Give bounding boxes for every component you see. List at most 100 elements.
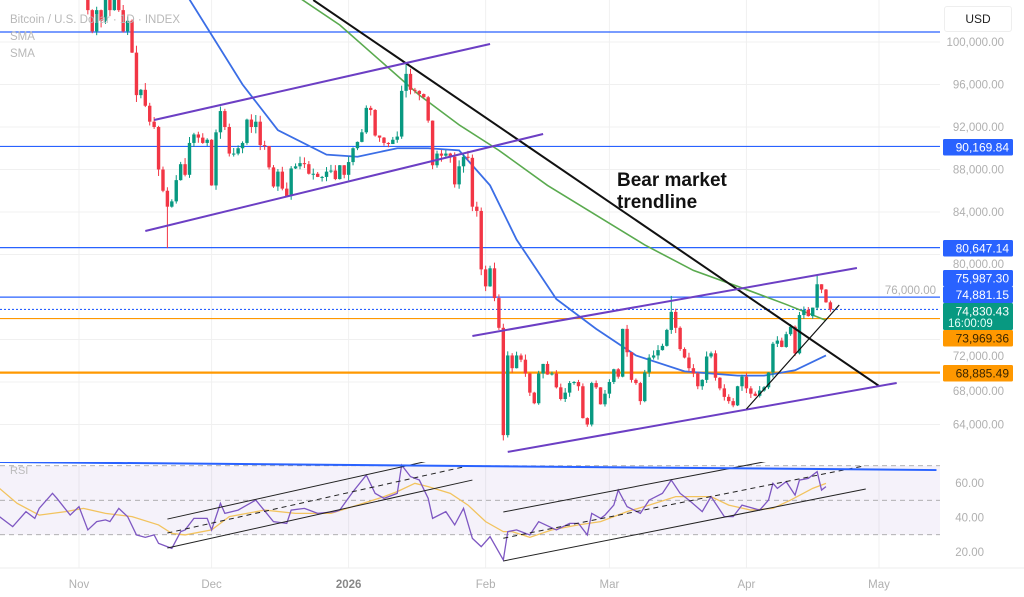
candle-body xyxy=(590,383,594,425)
annotation-line-2: trendline xyxy=(617,192,698,213)
candle-body xyxy=(567,383,572,393)
candle-body xyxy=(470,157,475,207)
currency-button[interactable]: USD xyxy=(944,6,1012,32)
candle-body xyxy=(298,163,302,167)
candle-body xyxy=(788,326,793,335)
sma-fast-line xyxy=(188,0,827,377)
price-badge xyxy=(943,303,1013,330)
candle-body xyxy=(223,111,227,127)
rsi-pane xyxy=(0,462,940,562)
candle-body xyxy=(528,373,532,393)
candle-body xyxy=(545,363,550,375)
candle-body xyxy=(536,373,541,404)
candle-body xyxy=(444,153,448,156)
candle-body xyxy=(620,328,625,377)
candle-body xyxy=(479,210,483,270)
candle-body xyxy=(828,302,833,310)
candle-body xyxy=(156,127,161,170)
candle-body xyxy=(108,0,112,11)
candle-body xyxy=(404,73,408,91)
candle-body xyxy=(280,171,285,189)
candle-body xyxy=(373,110,377,136)
time-tick-label: May xyxy=(868,579,890,591)
price-badge xyxy=(943,139,1013,156)
candle-body xyxy=(165,190,170,207)
candle-body xyxy=(811,307,815,317)
candle-body xyxy=(532,392,536,404)
price-tick-label: 92,000.00 xyxy=(953,122,1004,134)
candle-body xyxy=(510,355,514,369)
candle-body xyxy=(691,368,696,374)
candle-body xyxy=(369,107,373,110)
candle-body xyxy=(183,164,187,175)
price-pane xyxy=(0,0,940,453)
channel-2-upper xyxy=(472,267,858,337)
candle-body xyxy=(585,418,589,425)
candle-body xyxy=(497,298,501,328)
candle-body xyxy=(775,340,780,344)
candle-body xyxy=(598,387,603,405)
price-badge xyxy=(943,240,1013,257)
candle-body xyxy=(315,173,320,177)
candle-body xyxy=(187,142,192,175)
candle-body xyxy=(86,0,90,11)
bear-trendline xyxy=(312,0,880,387)
candle-body xyxy=(271,167,276,187)
candle-body xyxy=(819,284,824,290)
price-tick-label: 68,000.00 xyxy=(953,386,1004,398)
candle-body xyxy=(130,20,134,53)
rsi-tick-label: 60.00 xyxy=(955,478,984,490)
candle-body xyxy=(700,379,704,387)
candle-body xyxy=(488,268,492,287)
rsi-channel-1-lower xyxy=(167,479,473,549)
price-badge-label: 90,169.84 xyxy=(956,141,1010,155)
rsi-channel-2-mid xyxy=(503,465,862,539)
price-badge-label: 73,969.36 xyxy=(956,332,1010,346)
price-tick-label: 76,000.00 xyxy=(885,285,936,297)
candle-body xyxy=(333,170,338,180)
candle-body xyxy=(740,376,744,387)
price-badge-label: 74,830.43 xyxy=(956,305,1010,319)
candle-body xyxy=(660,345,665,351)
candle-body xyxy=(422,94,426,98)
candle-body xyxy=(386,142,391,144)
price-tick-label: 96,000.00 xyxy=(953,80,1004,92)
candle-body xyxy=(311,173,315,175)
rsi-ma-line xyxy=(0,482,827,539)
price-badge xyxy=(943,365,1013,382)
candle-body xyxy=(612,369,616,382)
channel-2-lower xyxy=(507,381,897,453)
candle-body xyxy=(240,142,245,149)
candle-body xyxy=(174,180,178,202)
channel-1-upper xyxy=(153,43,491,121)
candle-body xyxy=(139,89,143,96)
candle-body xyxy=(727,396,731,402)
candle-body xyxy=(90,10,94,32)
candle-body xyxy=(254,121,258,127)
candle-body xyxy=(338,165,342,180)
candle-body xyxy=(267,146,271,168)
candle-body xyxy=(629,352,634,380)
candle-body xyxy=(550,373,554,375)
candle-body xyxy=(722,388,727,397)
candle-body xyxy=(152,121,156,127)
price-badge xyxy=(943,330,1013,347)
candle-body xyxy=(501,327,506,436)
price-badge-label: 80,647.14 xyxy=(956,242,1010,256)
rsi-tick-label: 20.00 xyxy=(955,547,984,559)
candle-body xyxy=(718,377,722,389)
candle-body xyxy=(581,386,585,419)
candle-body xyxy=(559,387,563,399)
candle-body xyxy=(753,393,757,396)
price-badge-label: 68,885.49 xyxy=(956,367,1010,381)
price-tick-label: 88,000.00 xyxy=(953,165,1004,177)
candle-body xyxy=(678,327,682,350)
candle-body xyxy=(227,127,231,154)
candle-body xyxy=(461,156,466,167)
time-tick-label: 2026 xyxy=(336,579,362,591)
candle-body xyxy=(687,357,691,369)
candle-body xyxy=(377,135,382,138)
time-tick-label: Nov xyxy=(69,579,90,591)
candle-body xyxy=(382,137,386,143)
